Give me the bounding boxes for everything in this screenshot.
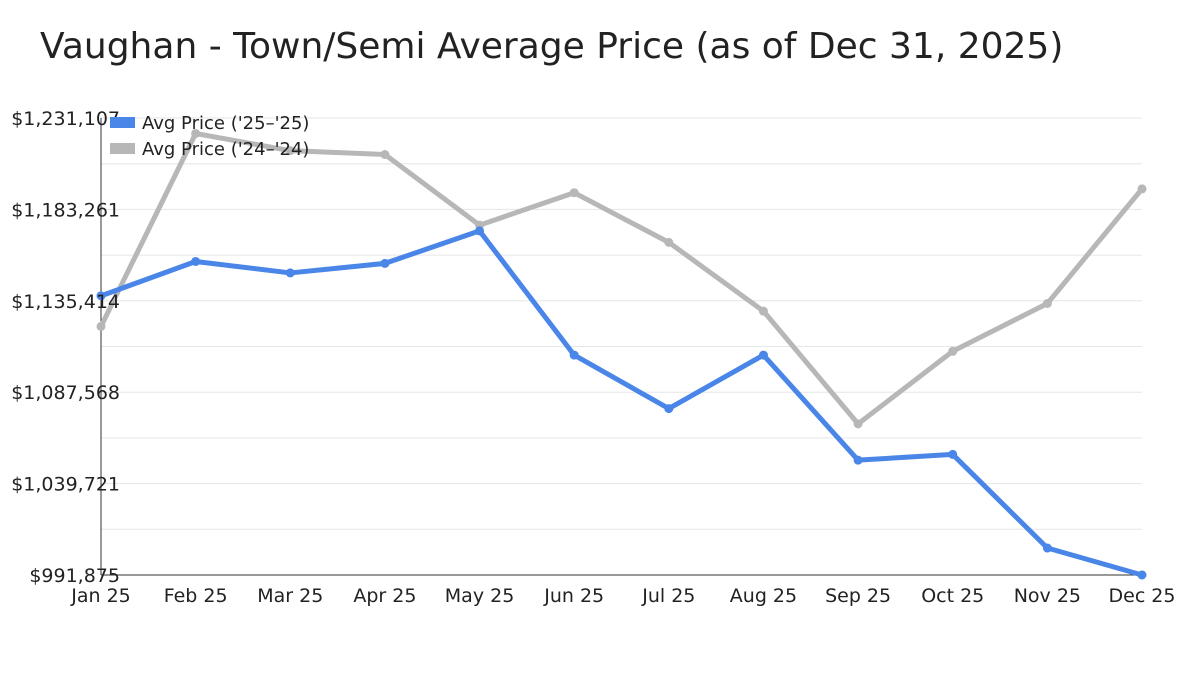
data-point-2024[interactable]: [664, 237, 674, 247]
x-tick-label: Nov 25: [1014, 585, 1081, 607]
axes: [100, 118, 1142, 576]
data-point-2025[interactable]: [569, 350, 579, 360]
x-tick-labels: Jan 25 Feb 25 Mar 25 Apr 25 May 25 Jun 25 Jul …: [70, 585, 1175, 607]
data-point-2024[interactable]: [569, 188, 579, 198]
y-tick-label: $1,039,721: [11, 474, 120, 496]
x-tick-label: May 25: [445, 585, 515, 607]
x-tick-label: Oct 25: [921, 585, 984, 607]
data-point-2025[interactable]: [948, 449, 958, 459]
data-point-2024[interactable]: [191, 128, 201, 138]
data-point-2025[interactable]: [1042, 543, 1052, 553]
x-tick-label: Jul 25: [641, 585, 695, 607]
x-tick-label: Dec 25: [1109, 585, 1176, 607]
legend-label-2024: Avg Price ('24–'24): [142, 139, 309, 160]
data-point-2024[interactable]: [96, 321, 106, 331]
series-lines: [96, 128, 1147, 580]
series-line-2025: [98, 228, 1145, 578]
series-line-2024: [98, 130, 1145, 427]
gridlines: [101, 117, 1142, 530]
chart-title: Vaughan - Town/Semi Average Price (as of…: [40, 26, 1064, 67]
data-point-2025[interactable]: [475, 226, 485, 236]
x-tick-label: Apr 25: [353, 585, 416, 607]
x-tick-label: Aug 25: [730, 585, 797, 607]
x-tick-label: Mar 25: [257, 585, 323, 607]
y-tick-label: $1,183,261: [11, 199, 120, 221]
data-point-2025[interactable]: [758, 350, 768, 360]
data-point-2024[interactable]: [853, 419, 863, 429]
legend: Avg Price ('25–'25) Avg Price ('24–'24): [110, 113, 309, 160]
legend-label-2025: Avg Price ('25–'25): [142, 113, 309, 134]
data-point-2024[interactable]: [1042, 299, 1052, 309]
data-point-2025[interactable]: [380, 258, 390, 268]
data-point-2024[interactable]: [380, 149, 390, 159]
data-point-2025[interactable]: [96, 291, 106, 301]
legend-swatch-2024: [110, 143, 135, 154]
x-tick-label: Jun 25: [543, 585, 604, 607]
y-tick-label: $1,087,568: [11, 382, 120, 404]
x-tick-label: Feb 25: [164, 585, 228, 607]
data-point-2024[interactable]: [758, 306, 768, 316]
data-point-2025[interactable]: [853, 455, 863, 465]
data-point-2025[interactable]: [191, 256, 201, 266]
legend-swatch-2025: [110, 117, 135, 128]
data-point-2025[interactable]: [285, 268, 295, 278]
data-point-2025[interactable]: [664, 404, 674, 414]
x-tick-label: Sep 25: [825, 585, 891, 607]
data-point-2024[interactable]: [1137, 184, 1147, 194]
y-tick-label: $1,135,414: [11, 291, 120, 313]
y-tick-labels: $991,875 $1,039,721 $1,087,568 $1,135,414 $1…: [11, 108, 120, 587]
y-tick-label: $1,231,107: [11, 108, 120, 130]
legend-item-2024[interactable]: Avg Price ('24–'24): [110, 139, 309, 160]
data-point-2025[interactable]: [1137, 570, 1147, 580]
data-point-2024[interactable]: [948, 346, 958, 356]
data-point-2024[interactable]: [285, 146, 295, 156]
y-tick-label: $991,875: [29, 565, 120, 587]
x-tick-label: Jan 25: [70, 585, 131, 607]
legend-item-2025[interactable]: Avg Price ('25–'25): [110, 113, 309, 134]
